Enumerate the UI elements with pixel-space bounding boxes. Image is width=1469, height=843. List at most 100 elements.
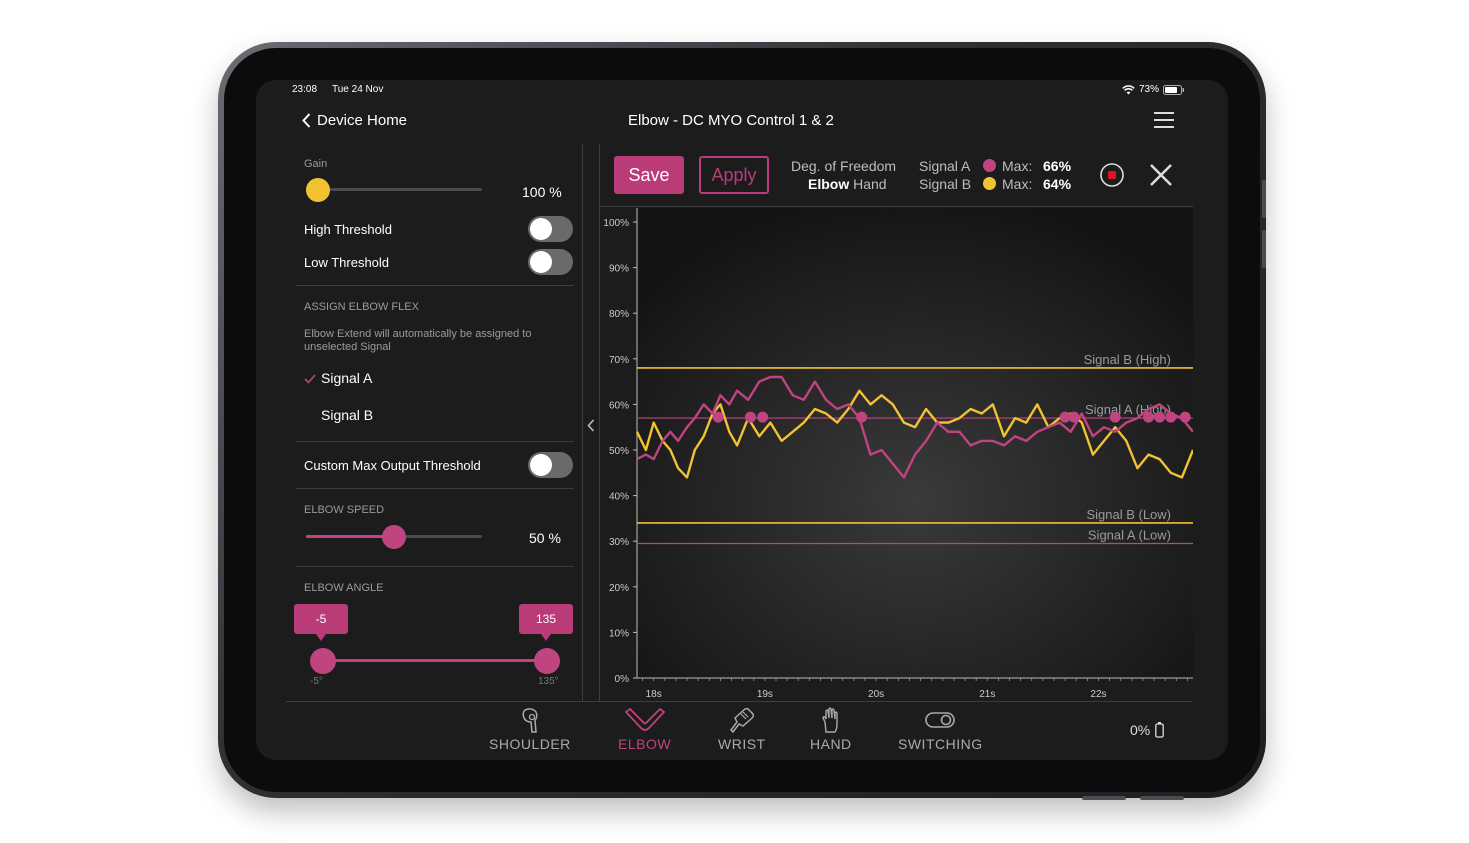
tab-switching[interactable]: SWITCHING: [898, 706, 983, 752]
divider: [296, 488, 574, 489]
tab-elbow-label: ELBOW: [618, 736, 672, 752]
series-line-a: [636, 375, 1193, 479]
y-tick-label: 20%: [609, 583, 629, 594]
gain-value: 100 %: [522, 184, 562, 200]
signal-b-option[interactable]: Signal B: [304, 407, 564, 427]
series-marker: [1165, 411, 1177, 423]
angle-max-label: 135°: [538, 676, 559, 687]
top-button: [1082, 796, 1126, 800]
threshold-lines: Signal B (High)Signal A (High)Signal B (…: [637, 352, 1193, 545]
back-button[interactable]: Device Home: [302, 112, 407, 129]
signal-a-max-value: 66%: [1043, 158, 1072, 174]
wrist-icon: [729, 707, 754, 734]
collapse-chevron-icon[interactable]: [587, 419, 595, 432]
toolbar-divider: [600, 206, 1193, 207]
dof-hand[interactable]: Hand: [853, 176, 887, 192]
angle-max-tooltip: 135: [519, 604, 573, 641]
series-marker: [1109, 411, 1121, 423]
tab-wrist[interactable]: WRIST: [718, 706, 766, 752]
x-axis: 18s 19s 20s 21s 22s: [637, 677, 1193, 700]
device-battery-label: 0%: [1130, 722, 1151, 738]
series-marker: [1154, 411, 1166, 423]
angle-slider-range: [322, 659, 546, 662]
y-tick-label: 0%: [615, 674, 630, 685]
signal-b-option-label: Signal B: [321, 407, 374, 423]
series-marker: [744, 411, 756, 423]
close-icon[interactable]: [1149, 163, 1173, 187]
tab-elbow[interactable]: ELBOW: [618, 706, 671, 752]
custom-max-toggle[interactable]: [528, 452, 573, 478]
angle-heading: ELBOW ANGLE: [304, 582, 384, 594]
status-right: 73%: [1122, 84, 1185, 95]
series-line-b: [635, 389, 1193, 479]
high-threshold-toggle[interactable]: [528, 216, 573, 242]
tab-switching-label: SWITCHING: [898, 736, 983, 752]
menu-icon[interactable]: [1154, 112, 1174, 128]
x-tick-label: 18s: [646, 689, 662, 700]
gain-label: Gain: [304, 158, 328, 170]
dof-label: Deg. of Freedom: [791, 158, 897, 174]
tab-hand-label: HAND: [810, 736, 852, 752]
y-tick-label: 70%: [609, 355, 629, 366]
record-icon[interactable]: [1099, 162, 1125, 188]
signal-a-dot: [983, 159, 996, 172]
shoulder-icon: [522, 708, 538, 733]
threshold-label: Signal A (Low): [1088, 527, 1171, 542]
divider: [296, 566, 574, 567]
custom-max-label: Custom Max Output Threshold: [304, 458, 481, 473]
tab-shoulder[interactable]: SHOULDER: [489, 706, 571, 752]
x-tick-label: 19s: [757, 689, 773, 700]
y-tick-label: 40%: [609, 492, 629, 503]
device-battery-icon: [1155, 722, 1165, 738]
signal-a-option[interactable]: Signal A: [304, 370, 564, 390]
series-markers: [712, 411, 1191, 423]
signal-a-legend: Signal A: [919, 158, 971, 174]
low-threshold-toggle[interactable]: [528, 249, 573, 275]
speed-slider-fill: [306, 535, 394, 538]
tab-hand[interactable]: HAND: [810, 706, 852, 752]
y-tick-label: 60%: [609, 400, 629, 411]
bottom-nav: SHOULDER ELBOW WRIST HAND SWITCHING 0%: [256, 702, 1228, 760]
threshold-label: Signal B (Low): [1086, 507, 1171, 522]
threshold-label: Signal B (High): [1084, 352, 1171, 367]
checkmark-icon: [304, 374, 316, 384]
series-marker: [856, 411, 868, 423]
divider: [296, 285, 574, 286]
device-battery: 0%: [1130, 722, 1165, 738]
signal-b-max-label: Max:: [1002, 176, 1033, 192]
apply-button[interactable]: Apply: [699, 156, 769, 194]
gain-slider-track[interactable]: [306, 188, 482, 191]
series-marker: [712, 411, 724, 423]
save-button[interactable]: Save: [614, 156, 684, 194]
battery-icon: [1163, 84, 1185, 95]
angle-min-tooltip: -5: [294, 604, 348, 641]
signal-chart: 0% 10% 20% 30% 40% 50% 60% 70% 80% 90% 100% 18s 19s…: [603, 208, 1193, 700]
bottom-divider: [286, 701, 1192, 702]
low-threshold-label: Low Threshold: [304, 255, 390, 270]
x-tick-label: 20s: [868, 689, 884, 700]
y-tick-label: 90%: [609, 264, 629, 275]
series-marker: [1179, 411, 1191, 423]
gain-slider-thumb[interactable]: [306, 178, 330, 202]
dof-selector[interactable]: Elbow Hand: [808, 176, 887, 192]
y-tick-label: 30%: [609, 537, 629, 548]
side-button: [1262, 180, 1266, 218]
signal-b-dot: [983, 177, 996, 190]
x-tick-label: 21s: [979, 689, 995, 700]
hand-icon: [822, 707, 838, 733]
chevron-left-icon: [302, 113, 311, 128]
angle-max-thumb[interactable]: [534, 648, 560, 674]
series-marker: [1143, 411, 1155, 423]
page-title: Elbow - DC MYO Control 1 & 2: [628, 112, 834, 129]
signal-a-option-label: Signal A: [321, 370, 373, 386]
high-threshold-label: High Threshold: [304, 222, 392, 237]
series-lines: [635, 375, 1193, 479]
speed-slider-thumb[interactable]: [382, 525, 406, 549]
angle-min-thumb[interactable]: [310, 648, 336, 674]
tab-wrist-label: WRIST: [718, 736, 766, 752]
series-marker: [1059, 411, 1071, 423]
y-tick-label: 10%: [609, 628, 629, 639]
series-marker: [1068, 411, 1080, 423]
switch-icon: [925, 712, 956, 728]
dof-elbow[interactable]: Elbow: [808, 176, 850, 192]
